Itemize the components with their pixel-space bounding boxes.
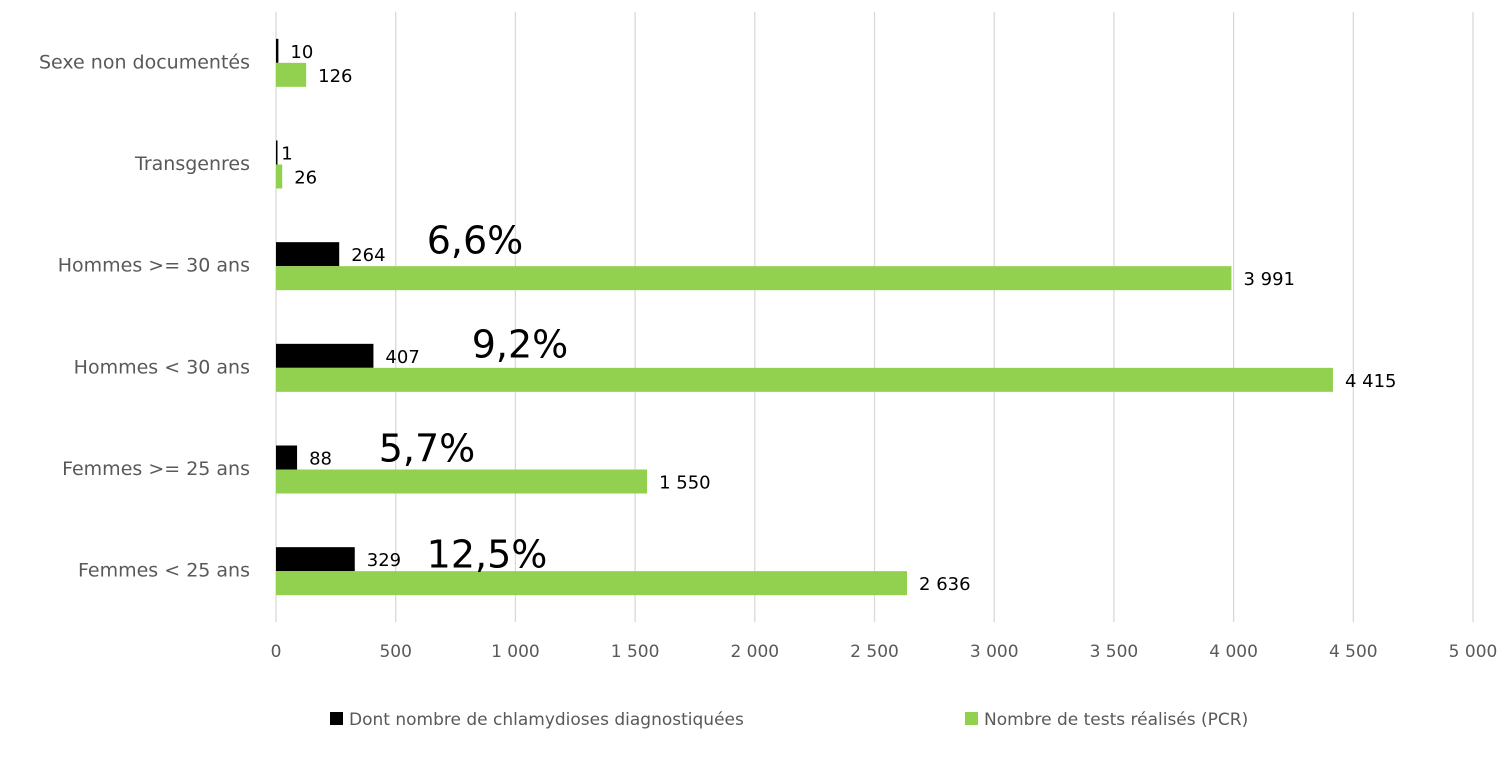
x-tick-label: 1 500 [611,642,660,662]
x-tick-label: 1 000 [491,642,540,662]
x-tick-label: 4 500 [1329,642,1378,662]
data-label: 1 550 [659,473,711,494]
legend-label: Dont nombre de chlamydioses diagnostiqué… [349,710,744,730]
bar [276,571,908,596]
bar [276,266,1232,291]
x-tick-label: 3 500 [1090,642,1139,662]
x-tick-label: 4 000 [1209,642,1258,662]
bar [276,164,283,189]
legend-swatch [965,712,978,725]
data-label: 10 [290,42,313,63]
x-tick-label: 2 500 [850,642,899,662]
bar [276,343,374,368]
annotation: 6,6% [427,219,524,263]
y-tick-label: Femmes >= 25 ans [62,458,250,480]
bar [276,445,298,470]
y-tick-label: Hommes >= 30 ans [58,255,250,277]
y-tick-label: Hommes < 30 ans [74,356,250,378]
y-tick-label: Sexe non documentés [39,51,250,73]
bar [276,547,355,572]
data-label: 26 [294,168,317,189]
data-label: 2 636 [919,574,971,595]
data-label: 329 [367,550,401,571]
legend-label: Nombre de tests réalisés (PCR) [984,710,1248,730]
data-label: 1 [281,144,292,165]
bar [276,242,340,267]
bar [276,469,648,494]
bar [276,38,279,63]
bar [276,62,307,87]
annotation: 12,5% [427,533,548,577]
data-label: 4 415 [1345,371,1397,392]
y-tick-label: Transgenres [134,153,250,175]
data-label: 264 [351,245,385,266]
data-label: 3 991 [1243,269,1295,290]
y-tick-label: Femmes < 25 ans [78,560,250,582]
data-label: 407 [385,347,419,368]
bar [276,140,278,165]
bar [276,367,1333,392]
x-tick-label: 2 000 [730,642,779,662]
x-tick-label: 3 000 [970,642,1019,662]
x-tick-label: 500 [379,642,411,662]
annotation: 5,7% [379,427,476,471]
data-label: 88 [309,449,332,470]
annotation: 9,2% [472,323,569,367]
legend-swatch [330,712,343,725]
x-tick-label: 5 000 [1449,642,1498,662]
data-label: 126 [318,66,352,87]
x-tick-label: 0 [271,642,282,662]
